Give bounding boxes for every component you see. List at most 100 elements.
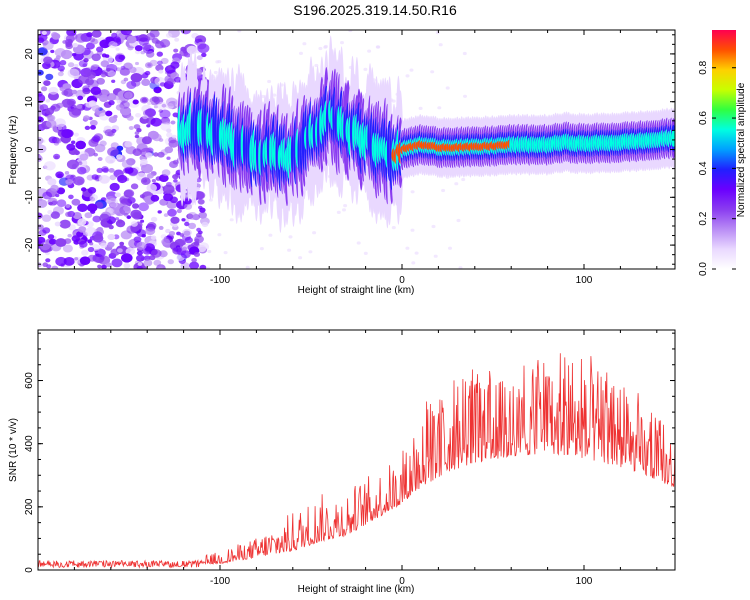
heatmap-cell [172, 112, 179, 118]
heatmap-cell [149, 113, 154, 118]
heatmap-cell [55, 256, 67, 267]
heatmap-cell [81, 249, 89, 256]
heatmap-cell [117, 174, 128, 184]
heatmap-cell [162, 184, 175, 194]
heatmap-cell [67, 62, 75, 68]
heatmap-cell [38, 37, 45, 43]
heatmap-cell [356, 241, 361, 245]
heatmap-cell [165, 32, 173, 38]
heatmap-cell [144, 243, 155, 252]
heatmap-cell [107, 70, 116, 77]
heatmap-cell [68, 108, 81, 118]
heatmap-cell [159, 109, 171, 119]
heatmap-cell [57, 126, 63, 130]
heatmap-cell [196, 227, 202, 232]
heatmap-cell [68, 194, 74, 200]
heatmap-cell [223, 251, 228, 255]
heatmap-cell [168, 231, 176, 236]
heatmap-cell [54, 118, 66, 128]
heatmap-cell [462, 51, 467, 56]
heatmap-cell [104, 129, 114, 137]
heatmap-cell [65, 41, 72, 47]
heatmap-cell [183, 230, 191, 236]
heatmap-cell [441, 188, 446, 193]
heatmap-cell [79, 240, 88, 248]
heatmap-cell [437, 106, 442, 110]
heatmap-cell [109, 182, 120, 192]
heatmap-cell [405, 74, 410, 78]
heatmap-cell [448, 246, 452, 250]
heatmap-cell [45, 119, 57, 128]
heatmap-cell [73, 176, 85, 186]
heatmap-cell [201, 52, 207, 58]
heatmap-cell [87, 79, 99, 89]
heatmap-cell [151, 179, 156, 183]
heatmap-cell [375, 45, 380, 49]
colorbar-tick-label: 0.0 [698, 262, 709, 276]
heatmap-cell [115, 54, 125, 63]
heatmap-cell [134, 45, 143, 52]
heatmap-cell [89, 242, 94, 246]
colorbar-tick-label: 0.2 [698, 211, 709, 225]
heatmap-cell [115, 47, 120, 51]
heatmap-cell [170, 61, 180, 69]
heatmap-cell [207, 249, 212, 254]
heatmap-cell [454, 182, 459, 186]
heatmap-cell [130, 73, 143, 83]
heatmap-cell [194, 191, 206, 200]
heatmap-cell [65, 211, 72, 217]
heatmap-cell [126, 225, 137, 234]
heatmap-cell [198, 205, 203, 210]
heatmap-cell [259, 247, 264, 251]
heatmap-cell [38, 199, 48, 208]
heatmap-cell [410, 190, 415, 194]
heatmap-cell [135, 61, 139, 66]
heatmap-cell [160, 234, 167, 240]
heatmap-cell [63, 257, 75, 266]
heatmap-cell [101, 264, 107, 269]
heatmap-cell [229, 218, 234, 222]
heatmap-cell [100, 71, 107, 78]
x-tick-label: 100 [576, 275, 593, 286]
heatmap-cell [135, 113, 141, 118]
heatmap-cell [198, 211, 207, 219]
page-title: S196.2025.319.14.50.R16 [293, 2, 457, 18]
heatmap-cell [272, 93, 277, 97]
heatmap-cell [189, 261, 200, 269]
heatmap-cell [96, 46, 104, 53]
heatmap-cell [193, 241, 200, 246]
heatmap-cell [147, 222, 157, 230]
heatmap-cell [136, 265, 143, 269]
heatmap-ridge [177, 35, 675, 233]
heatmap-cell [141, 78, 151, 86]
heatmap-cell [68, 100, 75, 106]
heatmap-cell [318, 46, 323, 51]
heatmap-cell [125, 247, 136, 256]
heatmap-cell [132, 99, 139, 105]
heatmap-cell [77, 161, 83, 166]
heatmap-cell [169, 196, 178, 204]
heatmap-cell [299, 51, 303, 56]
heatmap-cell [145, 152, 153, 159]
heatmap-cell [99, 140, 107, 147]
heatmap-cell [136, 128, 142, 133]
heatmap-cell [132, 203, 139, 209]
heatmap-cell [108, 40, 118, 49]
heatmap-cell [47, 234, 55, 240]
heatmap-cell [47, 178, 57, 186]
heatmap-cell [136, 241, 147, 250]
y-tick-label: 400 [24, 435, 35, 452]
heatmap-cell [268, 233, 273, 237]
heatmap-cell [54, 138, 62, 144]
heatmap-cell [43, 80, 51, 86]
heatmap-cell [128, 126, 134, 130]
heatmap-cell [86, 32, 93, 38]
heatmap-cell [155, 64, 164, 72]
heatmap-cell [267, 79, 272, 84]
heatmap-cell [153, 105, 159, 109]
heatmap-cell [124, 91, 133, 99]
heatmap-cell [158, 225, 164, 230]
y-tick-label: -20 [24, 237, 35, 252]
heatmap-cell [288, 235, 293, 239]
heatmap-cell [137, 262, 143, 266]
